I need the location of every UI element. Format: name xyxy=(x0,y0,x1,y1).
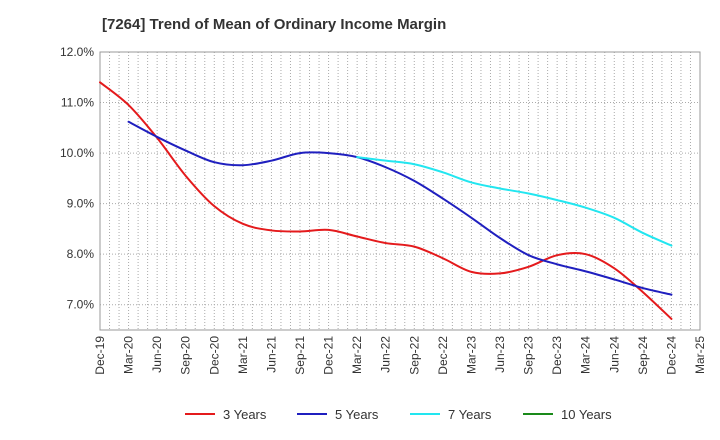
y-tick-label: 7.0% xyxy=(67,298,95,312)
x-tick-label: Dec-23 xyxy=(550,336,564,375)
series-line-5-years xyxy=(127,120,673,296)
y-tick-label: 12.0% xyxy=(60,45,94,59)
chart-title: [7264] Trend of Mean of Ordinary Income … xyxy=(102,16,447,33)
y-tick-label: 10.0% xyxy=(60,146,94,160)
x-axis-ticks: Dec-19 Mar-20 Jun-20 Sep-20 Dec-20 Mar-21 Jun-… xyxy=(93,336,707,375)
x-tick-label: Dec-21 xyxy=(322,336,336,375)
x-tick-label: Dec-20 xyxy=(207,336,221,375)
legend-label-5-years: 5 Years xyxy=(335,407,379,422)
series-line-3-years xyxy=(99,81,673,320)
plot-frame xyxy=(99,51,701,331)
y-tick-label: 11.0% xyxy=(61,96,94,110)
y-axis-ticks: 7.0% 8.0% 9.0% 10.0% 11.0% 12.0% xyxy=(60,45,94,312)
y-tick-label: 8.0% xyxy=(67,247,95,261)
x-tick-label: Jun-23 xyxy=(493,336,507,373)
x-tick-label: Sep-21 xyxy=(293,336,307,375)
x-tick-label: Mar-20 xyxy=(122,336,136,374)
x-tick-label: Jun-24 xyxy=(607,336,621,373)
x-tick-label: Sep-22 xyxy=(407,336,421,375)
legend-label-7-years: 7 Years xyxy=(448,407,492,422)
series-line-7-years xyxy=(356,156,673,247)
legend: 3 Years 5 Years 7 Years 10 Years xyxy=(185,407,612,422)
legend-label-3-years: 3 Years xyxy=(223,407,267,422)
x-tick-label: Jun-20 xyxy=(150,336,164,373)
x-tick-label: Mar-22 xyxy=(350,336,364,374)
y-tick-label: 9.0% xyxy=(67,197,95,211)
x-tick-label: Jun-22 xyxy=(379,336,393,373)
series-lines xyxy=(99,81,673,320)
x-tick-label: Dec-19 xyxy=(93,336,107,375)
x-tick-label: Dec-24 xyxy=(664,336,678,375)
x-tick-label: Jun-21 xyxy=(264,336,278,373)
grid xyxy=(100,51,700,330)
x-tick-label: Mar-21 xyxy=(236,336,250,374)
x-tick-label: Sep-24 xyxy=(636,336,650,375)
x-tick-label: Mar-23 xyxy=(464,336,478,374)
x-tick-label: Sep-23 xyxy=(522,336,536,375)
legend-label-10-years: 10 Years xyxy=(561,407,612,422)
x-tick-label: Sep-20 xyxy=(179,336,193,375)
x-tick-label: Mar-24 xyxy=(579,336,593,374)
x-tick-label: Dec-22 xyxy=(436,336,450,375)
x-tick-label: Mar-25 xyxy=(693,336,707,374)
